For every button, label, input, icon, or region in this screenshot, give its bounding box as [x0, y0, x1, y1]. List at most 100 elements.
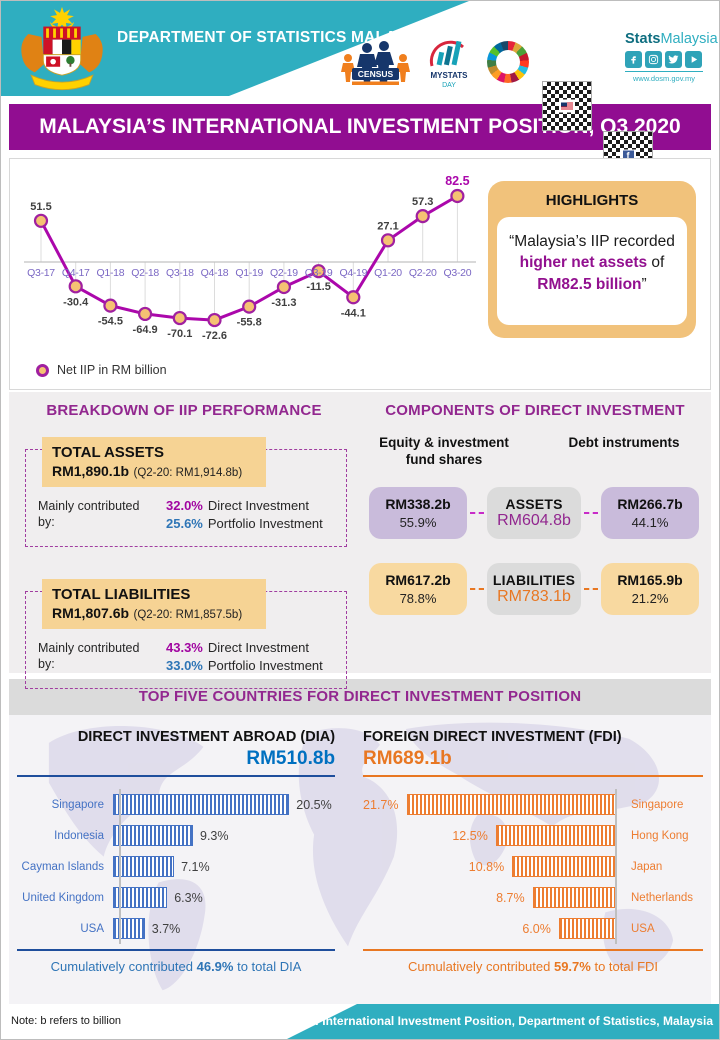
bar-row-japan: 10.8% Japan	[363, 851, 703, 882]
malaysia-flag-icon	[561, 102, 573, 110]
dia-axis-line	[119, 789, 121, 944]
cumulative-prefix: Cumulatively contributed	[50, 959, 197, 974]
website-link[interactable]: www.dosm.gov.my	[625, 71, 703, 83]
bar-value: 12.5%	[452, 828, 488, 843]
bar	[532, 887, 617, 908]
stats-malaysia-brand: StatsMalaysia www.dosm.gov.my	[625, 31, 718, 83]
highlights-box: HIGHLIGHTS “Malaysia’s IIP recorded high…	[488, 181, 696, 338]
mid-section: BREAKDOWN OF IIP PERFORMANCE TOTAL ASSET…	[9, 392, 711, 689]
contrib-name: Portfolio Investment	[207, 658, 323, 673]
chart-legend: Net IIP in RM billion	[36, 363, 167, 377]
fdi-bars: 21.7% Singapore 12.5% Hong Kong 10.8% Japan 8.…	[363, 789, 703, 944]
svg-text:-54.5: -54.5	[98, 316, 123, 328]
mystats-day-logo: MYSTATS DAY	[429, 40, 468, 89]
bar-value: 7.1%	[181, 859, 210, 874]
contrib-item: 33.0% Portfolio Investment	[166, 658, 323, 673]
quote-part: “Malaysia’s IIP recorded	[509, 233, 675, 250]
card-title: TOTAL LIABILITIES	[52, 586, 191, 603]
bar-value: 3.7%	[151, 921, 181, 936]
world-map-background	[48, 722, 674, 991]
bar-country-label: Indonesia	[54, 829, 104, 842]
contrib-label: Mainly contributed by:	[38, 499, 140, 530]
bar	[495, 825, 617, 846]
card-value: RM1,807.6b	[52, 605, 130, 621]
bar-row-cayman-islands: Cayman Islands 7.1%	[17, 851, 335, 882]
bar-country-label: Japan	[631, 860, 663, 873]
bar-value: 10.8%	[468, 859, 505, 874]
components-column: COMPONENTS OF DIRECT INVESTMENT Equity &…	[359, 402, 711, 673]
bar-country-label: Singapore	[631, 798, 684, 811]
breakdown-column: BREAKDOWN OF IIP PERFORMANCE TOTAL ASSET…	[9, 402, 359, 689]
equity-column-label: Equity & investment fund shares	[379, 435, 509, 467]
contrib-item: 25.6% Portfolio Investment	[166, 516, 323, 531]
contrib-item: 43.3% Direct Investment	[166, 640, 323, 655]
svg-text:51.5: 51.5	[30, 201, 51, 213]
contrib-pct: 25.6%	[166, 516, 203, 531]
liabilities-center-box: LIABILITIES RM783.1b	[487, 562, 581, 615]
net-iip-line-chart: Q3-17 Q4-17 Q1-18 Q2-18 Q3-18 Q4-18 Q1-19 Q2-19…	[24, 174, 476, 342]
svg-text:57.3: 57.3	[412, 196, 433, 208]
bar-row-usa: USA 3.7%	[17, 913, 335, 944]
box-pct: 44.1%	[631, 514, 669, 530]
box-label: ASSETS	[505, 495, 563, 512]
countries-section: DIRECT INVESTMENT ABROAD (DIA) RM510.8b …	[9, 715, 711, 1006]
contrib-name: Direct Investment	[207, 498, 310, 513]
box-label: LIABILITIES	[492, 571, 576, 588]
census-2020-logo: CENSUS	[341, 41, 410, 85]
bar-row-united-kingdom: United Kingdom 6.3%	[17, 882, 335, 913]
assets-row: RM338.2b 55.9% ASSETS RM604.8b RM266.7b …	[369, 486, 699, 539]
total-liabilities-card: TOTAL LIABILITIES RM1,807.6b (Q2-20: RM1…	[25, 579, 347, 689]
dia-total: RM510.8b	[246, 748, 336, 769]
svg-text:Q3-19: Q3-19	[305, 267, 333, 279]
svg-text:-72.6: -72.6	[202, 330, 227, 342]
contrib-name: Direct Investment	[207, 640, 310, 655]
instagram-icon[interactable]	[645, 51, 662, 68]
card-previous: (Q2-20: RM1,857.5b)	[133, 609, 243, 621]
fdi-total: RM689.1b	[363, 748, 452, 769]
dashed-connector	[470, 511, 484, 514]
svg-text:-11.5: -11.5	[306, 281, 330, 293]
svg-text:Q3-20: Q3-20	[444, 267, 472, 279]
bar-row-indonesia: Indonesia 9.3%	[17, 820, 335, 851]
footer-teal-banner	[287, 1004, 719, 1039]
facebook-icon[interactable]	[625, 51, 642, 68]
svg-text:-30.4: -30.4	[63, 296, 89, 308]
cumulative-suffix: to total FDI	[590, 959, 659, 974]
fdi-title: FOREIGN DIRECT INVESTMENT (FDI)	[363, 729, 622, 745]
bar	[512, 856, 617, 877]
footnote: Note: b refers to billion	[11, 1015, 122, 1027]
bar-value: 9.3%	[200, 828, 229, 843]
highlights-title: HIGHLIGHTS	[545, 192, 639, 209]
dia-title: DIRECT INVESTMENT ABROAD (DIA)	[77, 729, 336, 745]
bar	[558, 918, 617, 939]
assets-center-box: ASSETS RM604.8b	[487, 486, 581, 539]
twitter-icon[interactable]	[665, 51, 682, 68]
bar-country-label: Netherlands	[631, 891, 694, 904]
dia-rule	[17, 775, 336, 777]
quote-part: of	[647, 254, 665, 272]
cumulative-suffix: to total DIA	[233, 959, 302, 974]
card-title: TOTAL ASSETS	[52, 444, 164, 461]
qr-code-dosm	[542, 81, 592, 131]
bar-row-hong-kong: 12.5% Hong Kong	[363, 820, 703, 851]
legend-marker-icon	[36, 363, 49, 377]
bar-country-label: Singapore	[51, 798, 104, 811]
youtube-icon[interactable]	[685, 51, 702, 68]
dashed-connector	[584, 511, 598, 514]
contrib-pct: 32.0%	[166, 498, 203, 513]
svg-text:Q2-20: Q2-20	[409, 267, 437, 279]
svg-text:DAY: DAY	[442, 82, 456, 89]
footer: Note: b refers to billion Source: Intern…	[1, 1004, 719, 1039]
bar-value: 21.7%	[363, 797, 399, 812]
debt-column-label: Debt instruments	[568, 435, 680, 450]
header: DEPARTMENT OF STATISTICS MALAYSIA CENSUS…	[1, 1, 719, 181]
liabilities-debt-box: RM165.9b 21.2%	[601, 562, 699, 615]
breakdown-heading: BREAKDOWN OF IIP PERFORMANCE	[46, 402, 322, 419]
bar	[113, 887, 168, 908]
box-value: RM338.2b	[385, 495, 451, 512]
svg-text:-64.9: -64.9	[133, 324, 158, 336]
dashed-connector	[470, 587, 484, 590]
fdi-bottom-rule	[363, 949, 703, 951]
svg-text:Q4-19: Q4-19	[339, 267, 367, 279]
